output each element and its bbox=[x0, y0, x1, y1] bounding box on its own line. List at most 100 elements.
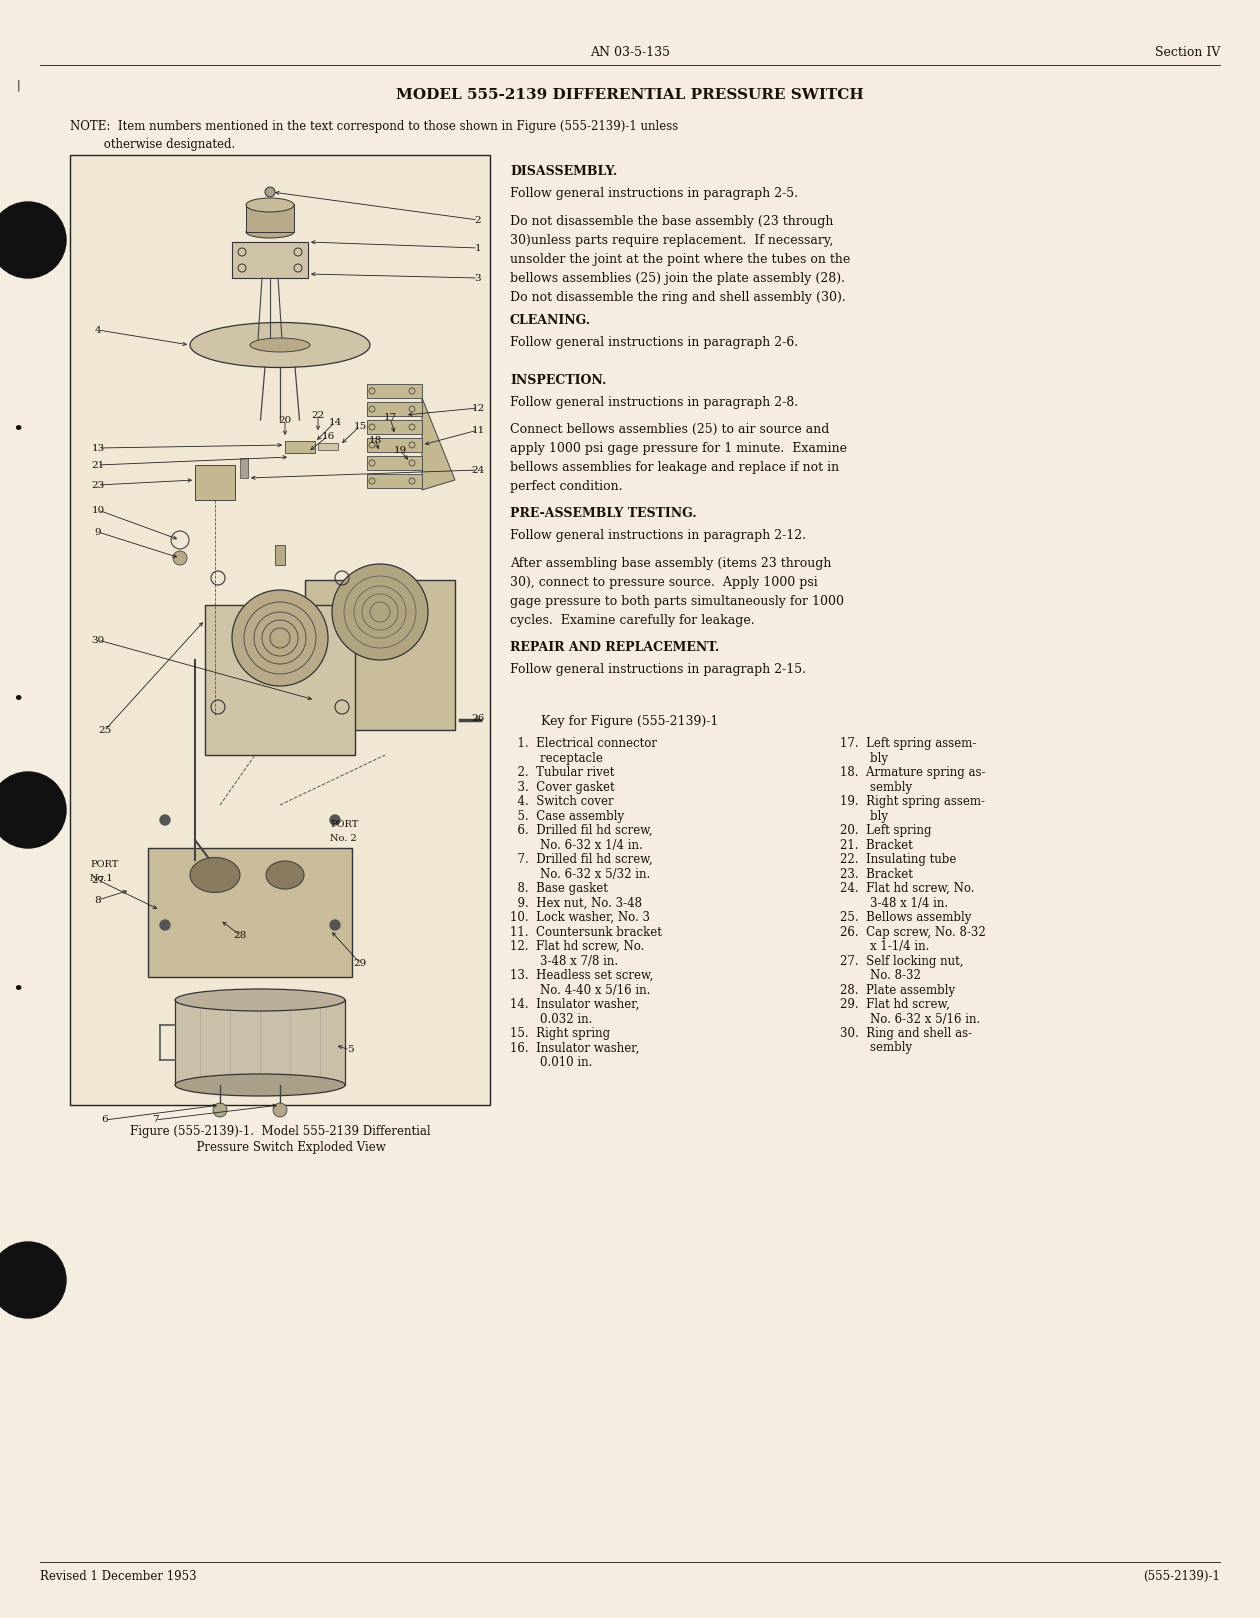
Text: 28: 28 bbox=[233, 930, 247, 940]
Text: 20.  Left spring: 20. Left spring bbox=[840, 824, 931, 837]
Text: No. 8-32: No. 8-32 bbox=[840, 969, 921, 982]
Circle shape bbox=[213, 1103, 227, 1116]
Text: Section IV: Section IV bbox=[1154, 45, 1220, 58]
Text: 15.  Right spring: 15. Right spring bbox=[510, 1027, 610, 1040]
Text: PORT: PORT bbox=[89, 861, 118, 869]
Text: AN 03-5-135: AN 03-5-135 bbox=[590, 45, 670, 58]
Text: 11: 11 bbox=[471, 426, 485, 435]
Circle shape bbox=[330, 921, 340, 930]
Text: 3: 3 bbox=[475, 273, 481, 283]
Text: Follow general instructions in paragraph 2-5.: Follow general instructions in paragraph… bbox=[510, 188, 798, 201]
Text: No. 4-40 x 5/16 in.: No. 4-40 x 5/16 in. bbox=[510, 984, 650, 997]
Text: 18: 18 bbox=[368, 435, 382, 445]
Text: 30: 30 bbox=[92, 636, 105, 644]
Text: •: • bbox=[13, 691, 24, 709]
Circle shape bbox=[0, 1243, 66, 1319]
Text: 17: 17 bbox=[383, 413, 397, 422]
Circle shape bbox=[273, 1103, 287, 1116]
Ellipse shape bbox=[266, 861, 304, 888]
Text: 13: 13 bbox=[92, 443, 105, 453]
Text: 3-48 x 1/4 in.: 3-48 x 1/4 in. bbox=[840, 896, 948, 909]
Text: 21.  Bracket: 21. Bracket bbox=[840, 838, 912, 851]
Text: No. 6-32 x 5/32 in.: No. 6-32 x 5/32 in. bbox=[510, 867, 650, 880]
Text: 9.  Hex nut, No. 3-48: 9. Hex nut, No. 3-48 bbox=[510, 896, 643, 909]
Text: 26: 26 bbox=[471, 714, 485, 723]
Text: 22.  Insulating tube: 22. Insulating tube bbox=[840, 853, 956, 866]
Text: 30.  Ring and shell as-: 30. Ring and shell as- bbox=[840, 1027, 973, 1040]
FancyBboxPatch shape bbox=[367, 421, 422, 434]
FancyBboxPatch shape bbox=[367, 383, 422, 398]
Text: Follow general instructions in paragraph 2-8.: Follow general instructions in paragraph… bbox=[510, 395, 798, 408]
Text: 1.  Electrical connector: 1. Electrical connector bbox=[510, 738, 656, 751]
Ellipse shape bbox=[246, 227, 294, 238]
Text: Figure (555-2139)-1.  Model 555-2139 Differential: Figure (555-2139)-1. Model 555-2139 Diff… bbox=[130, 1125, 431, 1137]
Text: 4.  Switch cover: 4. Switch cover bbox=[510, 794, 614, 807]
Text: No. 6-32 x 5/16 in.: No. 6-32 x 5/16 in. bbox=[840, 1013, 980, 1026]
Text: otherwise designated.: otherwise designated. bbox=[71, 138, 236, 150]
Text: 25: 25 bbox=[98, 725, 112, 735]
Text: 7.  Drilled fil hd screw,: 7. Drilled fil hd screw, bbox=[510, 853, 653, 866]
Circle shape bbox=[0, 202, 66, 278]
Bar bbox=[318, 443, 338, 450]
Ellipse shape bbox=[175, 989, 345, 1011]
Text: (555-2139)-1: (555-2139)-1 bbox=[1143, 1569, 1220, 1582]
FancyBboxPatch shape bbox=[367, 401, 422, 416]
Text: Pressure Switch Exploded View: Pressure Switch Exploded View bbox=[174, 1141, 386, 1154]
Text: |: | bbox=[16, 79, 20, 91]
Polygon shape bbox=[422, 398, 455, 490]
Text: 13.  Headless set screw,: 13. Headless set screw, bbox=[510, 969, 654, 982]
Text: 3-48 x 7/8 in.: 3-48 x 7/8 in. bbox=[510, 955, 619, 968]
Text: 28.  Plate assembly: 28. Plate assembly bbox=[840, 984, 955, 997]
Text: 0.010 in.: 0.010 in. bbox=[510, 1057, 592, 1069]
Text: 24.  Flat hd screw, No.: 24. Flat hd screw, No. bbox=[840, 882, 974, 895]
Ellipse shape bbox=[190, 858, 239, 893]
Text: •: • bbox=[13, 421, 24, 438]
Text: 4: 4 bbox=[94, 325, 101, 335]
Text: 17.  Left spring assem-: 17. Left spring assem- bbox=[840, 738, 976, 751]
Circle shape bbox=[331, 565, 428, 660]
Bar bbox=[239, 458, 248, 477]
Text: 24: 24 bbox=[471, 466, 485, 474]
Text: 12: 12 bbox=[471, 403, 485, 413]
Text: 14.  Insulator washer,: 14. Insulator washer, bbox=[510, 998, 639, 1011]
Text: 26.  Cap screw, No. 8-32: 26. Cap screw, No. 8-32 bbox=[840, 925, 985, 938]
Text: Do not disassemble the base assembly (23 through
30)unless parts require replace: Do not disassemble the base assembly (23… bbox=[510, 215, 850, 304]
Text: No.1: No.1 bbox=[89, 874, 113, 883]
Circle shape bbox=[232, 591, 328, 686]
Text: 29: 29 bbox=[353, 958, 367, 968]
Bar bbox=[285, 442, 315, 453]
Text: 21: 21 bbox=[92, 461, 105, 469]
Text: 5: 5 bbox=[346, 1045, 353, 1055]
FancyBboxPatch shape bbox=[305, 579, 455, 730]
Text: sembly: sembly bbox=[840, 780, 912, 793]
Text: 23: 23 bbox=[92, 481, 105, 490]
Text: 3.  Cover gasket: 3. Cover gasket bbox=[510, 780, 615, 793]
Circle shape bbox=[330, 815, 340, 825]
Text: 16.  Insulator washer,: 16. Insulator washer, bbox=[510, 1042, 639, 1055]
Text: 18.  Armature spring as-: 18. Armature spring as- bbox=[840, 765, 985, 778]
Bar bbox=[246, 204, 294, 231]
Text: 19.  Right spring assem-: 19. Right spring assem- bbox=[840, 794, 985, 807]
Circle shape bbox=[0, 772, 66, 848]
Text: 10.  Lock washer, No. 3: 10. Lock washer, No. 3 bbox=[510, 911, 650, 924]
Text: bly: bly bbox=[840, 751, 888, 764]
Text: 25.  Bellows assembly: 25. Bellows assembly bbox=[840, 911, 971, 924]
Text: •: • bbox=[13, 981, 24, 998]
Text: 10: 10 bbox=[92, 505, 105, 515]
Text: 2: 2 bbox=[475, 215, 481, 225]
Text: 20: 20 bbox=[278, 416, 291, 424]
Text: 11.  Countersunk bracket: 11. Countersunk bracket bbox=[510, 925, 662, 938]
FancyBboxPatch shape bbox=[147, 848, 352, 977]
Text: 23.  Bracket: 23. Bracket bbox=[840, 867, 914, 880]
Circle shape bbox=[265, 188, 275, 197]
FancyBboxPatch shape bbox=[232, 243, 307, 278]
Text: x 1-1/4 in.: x 1-1/4 in. bbox=[840, 940, 930, 953]
FancyBboxPatch shape bbox=[367, 456, 422, 469]
Text: After assembling base assembly (items 23 through
30), connect to pressure source: After assembling base assembly (items 23… bbox=[510, 557, 844, 626]
Text: NOTE:  Item numbers mentioned in the text correspond to those shown in Figure (5: NOTE: Item numbers mentioned in the text… bbox=[71, 120, 678, 133]
Text: 9: 9 bbox=[94, 527, 101, 537]
Text: Connect bellows assemblies (25) to air source and
apply 1000 psi gage pressure f: Connect bellows assemblies (25) to air s… bbox=[510, 422, 847, 493]
FancyBboxPatch shape bbox=[367, 474, 422, 489]
Text: 22: 22 bbox=[311, 411, 325, 419]
Text: DISASSEMBLY.: DISASSEMBLY. bbox=[510, 165, 617, 178]
